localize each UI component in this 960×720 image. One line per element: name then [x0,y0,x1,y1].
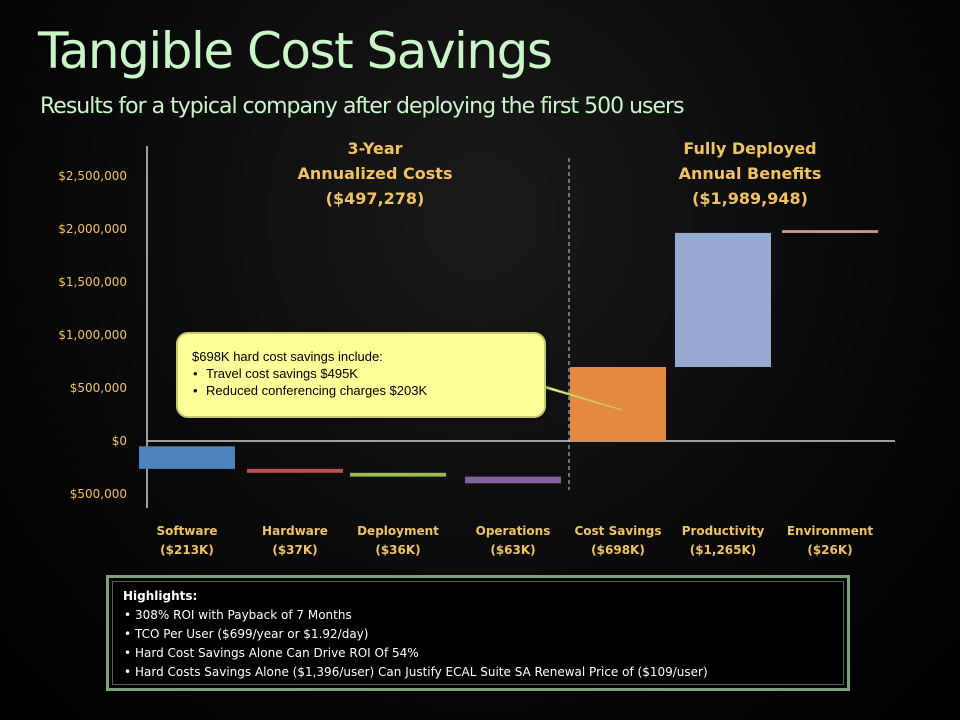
callout-heading: $698K hard cost savings include: [192,349,383,364]
category-amount-label: ($37K) [272,543,317,557]
costs-section-heading: 3-Year Annualized Costs ($497,278) [255,136,495,211]
category-amount-label: ($36K) [375,543,420,557]
bar-hardware [247,468,343,473]
y-tick-label: $500,000 [70,381,127,395]
page-subtitle: Results for a typical company after depl… [40,94,685,119]
category-name-label: Deployment [357,524,439,538]
callout-list: Travel cost savings $495K Reduced confer… [192,365,534,399]
category-amount-label: ($213K) [160,543,214,557]
y-tick-label: $1,000,000 [58,328,127,342]
benefits-section-heading: Fully Deployed Annual Benefits ($1,989,9… [630,136,870,211]
category-amount-label: ($698K) [591,543,645,557]
costs-heading-line1: 3-Year [347,139,403,158]
bars [139,230,878,484]
category-name-label: Productivity [682,524,765,538]
category-name-label: Cost Savings [574,524,661,538]
highlight-item: TCO Per User ($699/year or $1.92/day) [124,625,833,644]
bar-productivity [675,232,771,368]
category-name-label: Operations [476,524,551,538]
y-tick-label: $1,500,000 [58,275,127,289]
callout-item: Travel cost savings $495K [193,365,534,382]
highlights-title: Highlights: [123,589,198,603]
category-amount-label: ($1,265K) [690,543,757,557]
bar-software [139,446,235,469]
category-name-label: Environment [787,524,874,538]
benefits-heading-line1: Fully Deployed [683,139,817,158]
category-labels: Software ($213K) Hardware ($37K) Deployment (… [156,524,873,557]
category-amount-label: ($26K) [807,543,852,557]
y-tick-label: $500,000 [70,487,127,501]
y-tick-label: $0 [112,434,127,448]
highlights-box: Highlights: 308% ROI with Payback of 7 M… [106,575,850,691]
callout-item: Reduced conferencing charges $203K [193,382,534,399]
y-tick-label: $2,000,000 [58,222,127,236]
y-axis-ticks: $2,500,000 $2,000,000 $1,500,000 $1,000,000… [58,169,127,501]
benefits-heading-total: ($1,989,948) [692,189,808,208]
bar-cost-savings [570,367,666,441]
category-name-label: Hardware [262,524,328,538]
y-tick-label: $2,500,000 [58,169,127,183]
bar-operations [465,476,561,484]
costs-heading-total: ($497,278) [325,189,425,208]
bar-deployment [350,472,446,477]
highlight-item: Hard Cost Savings Alone Can Drive ROI Of… [124,644,833,663]
highlight-item: 308% ROI with Payback of 7 Months [124,606,833,625]
page-title: Tangible Cost Savings [38,22,553,80]
highlights-list: 308% ROI with Payback of 7 Months TCO Pe… [123,606,833,682]
cost-savings-callout: $698K hard cost savings include: Travel … [176,332,546,418]
category-name-label: Software [156,524,217,538]
bar-environment [782,230,878,233]
benefits-heading-line2: Annual Benefits [678,164,822,183]
highlight-item: Hard Costs Savings Alone ($1,396/user) C… [124,663,833,682]
category-amount-label: ($63K) [490,543,535,557]
costs-heading-line2: Annualized Costs [297,164,453,183]
waterfall-chart: $2,500,000 $2,000,000 $1,500,000 $1,000,000… [58,146,895,557]
